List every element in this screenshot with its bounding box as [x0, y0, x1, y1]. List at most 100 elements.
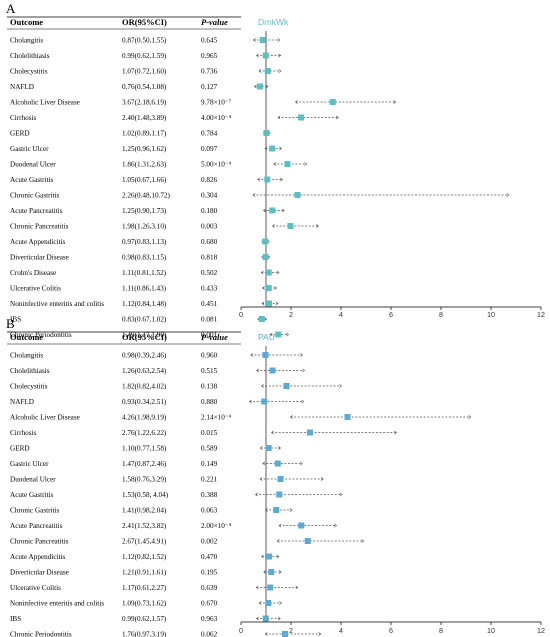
row-outcome-label: IBS	[10, 316, 21, 324]
ci-lower-cap	[264, 146, 268, 151]
row-or-ci-value: 1.12(0.82,1.52)	[122, 553, 167, 561]
ci-lower-cap	[255, 53, 259, 58]
ci-lower-cap	[260, 270, 264, 275]
row-outcome-label: Cholelithiasis	[10, 52, 50, 60]
row-or-ci-value: 1.11(0.86,1.43)	[122, 285, 167, 293]
ci-upper-cap	[277, 616, 281, 621]
row-or-ci-value: 1.07(0.72,1.60)	[122, 68, 167, 76]
row-or-ci-value: 1.58(0.76,3.29)	[122, 476, 167, 484]
ci-lower-cap	[258, 69, 262, 73]
x-axis-tick-label: 12	[537, 310, 545, 319]
ci-lower-cap	[269, 332, 273, 337]
row-outcome-label: Acute Gastritis	[10, 176, 54, 184]
or-point-marker	[265, 445, 272, 451]
x-axis-tick-label: 4	[339, 626, 343, 635]
row-or-ci-value: 1.26(0.63,2.54)	[122, 367, 167, 375]
or-point-marker	[264, 68, 271, 74]
or-point-marker	[264, 176, 271, 183]
row-p-value: 9.78×10⁻⁷	[201, 99, 232, 107]
ci-lower-cap	[248, 399, 252, 404]
ci-upper-cap	[278, 446, 282, 450]
or-point-marker	[267, 584, 274, 591]
row-outcome-label: Acute Appendicitis	[10, 238, 65, 246]
row-p-value: 0.589	[201, 445, 218, 453]
ci-upper-cap	[276, 270, 280, 275]
x-axis-tick-label: 6	[389, 310, 393, 319]
row-outcome-label: Acute Pancreatitis	[10, 207, 63, 215]
ci-upper-cap	[339, 492, 343, 497]
row-p-value: 0.015	[201, 429, 218, 437]
row-or-ci-value: 2.40(1.48,3.89)	[122, 114, 167, 122]
ci-lower-cap	[263, 570, 267, 574]
or-point-marker	[275, 331, 282, 338]
ci-upper-cap	[277, 38, 281, 42]
or-point-marker	[262, 238, 269, 245]
row-p-value: 0.002	[201, 538, 218, 546]
row-p-value: 2.14×10⁻⁴	[201, 414, 232, 422]
ci-lower-cap	[261, 286, 265, 290]
row-or-ci-value: 2.67(1.45,4.91)	[122, 538, 167, 546]
x-axis-tick-label: 8	[439, 310, 443, 319]
row-or-ci-value: 1.05(0.67,1.66)	[122, 176, 167, 184]
ci-upper-cap	[274, 286, 278, 290]
ci-upper-cap	[320, 477, 324, 481]
ci-upper-cap	[280, 177, 284, 182]
row-outcome-label: Acute Appendicitis	[10, 553, 65, 561]
column-header-outcome: Outcome	[10, 17, 43, 27]
row-p-value: 0.670	[201, 600, 218, 608]
row-p-value: 0.784	[201, 130, 218, 138]
or-point-marker	[298, 522, 305, 529]
ci-upper-cap	[278, 570, 282, 574]
row-or-ci-value: 1.47(0.87,2.46)	[122, 460, 167, 468]
row-outcome-label: Acute Gastritis	[10, 491, 54, 499]
or-point-marker	[269, 145, 276, 152]
row-or-ci-value: 0.98(0.83,1.15)	[122, 254, 167, 262]
or-point-marker	[273, 507, 280, 513]
or-point-marker	[344, 414, 351, 420]
row-p-value: 0.097	[201, 145, 218, 153]
ci-upper-cap	[304, 162, 308, 166]
or-point-marker	[266, 553, 272, 560]
ci-lower-cap	[260, 554, 264, 559]
ci-upper-cap	[300, 353, 304, 357]
row-or-ci-value: 2.76(1.22,6.22)	[122, 429, 167, 437]
row-p-value: 0.195	[201, 569, 218, 577]
row-outcome-label: Cholangitis	[10, 37, 43, 45]
row-p-value: 0.063	[201, 507, 218, 515]
row-or-ci-value: 1.53(0.58, 4.04)	[122, 491, 169, 499]
ci-lower-cap	[270, 430, 274, 435]
row-outcome-label: Ulcerative Colitis	[10, 584, 61, 592]
ci-upper-cap	[334, 523, 338, 528]
row-or-ci-value: 0.97(0.83,1.13)	[122, 238, 167, 246]
row-p-value: 0.736	[201, 68, 218, 76]
row-or-ci-value: 3.67(2.18,6.19)	[122, 99, 167, 107]
ci-lower-cap	[252, 38, 256, 42]
row-p-value: 0.433	[201, 285, 218, 293]
or-point-marker	[277, 476, 284, 482]
ci-lower-cap	[256, 368, 260, 373]
row-or-ci-value: 1.12(0.84,1.48)	[122, 300, 167, 308]
row-outcome-label: Crohn's Disease	[10, 269, 56, 277]
x-axis-tick-label: 10	[487, 626, 495, 635]
row-outcome-label: NAFLD	[10, 398, 34, 406]
row-p-value: 0.502	[201, 269, 218, 277]
row-or-ci-value: 2.26(0.48,10.72)	[122, 192, 171, 200]
or-point-marker	[259, 37, 266, 43]
row-outcome-label: Gastric Ulcer	[10, 145, 49, 153]
ci-upper-cap	[264, 317, 268, 321]
row-p-value: 0.062	[201, 631, 218, 637]
row-or-ci-value: 0.98(0.39,2.46)	[122, 352, 167, 360]
or-point-marker	[266, 300, 272, 307]
column-header-outcome: Outcome	[10, 332, 43, 342]
ci-upper-cap	[318, 632, 322, 636]
row-p-value: 0.470	[201, 553, 218, 561]
ci-lower-cap	[254, 492, 258, 497]
column-header-or-ci: OR(95%CI)	[122, 17, 167, 27]
ci-upper-cap	[468, 415, 472, 419]
column-header-p-value: P-value	[201, 332, 228, 342]
ci-lower-cap	[264, 508, 268, 512]
row-outcome-label: Cholecystitis	[10, 383, 48, 391]
or-point-marker	[262, 615, 269, 622]
or-point-marker	[268, 569, 275, 575]
